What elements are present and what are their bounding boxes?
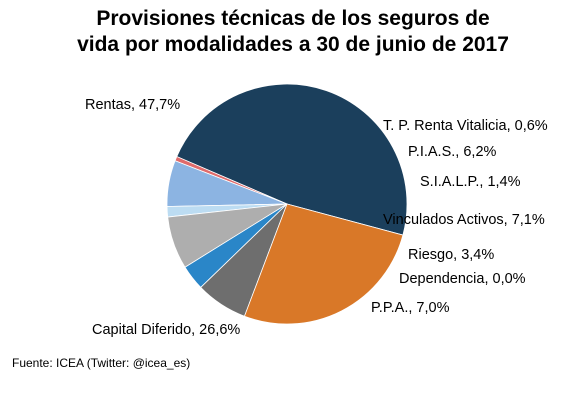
chart-title-line-2: vida por modalidades a 30 de junio de 20… (77, 33, 509, 56)
chart-title: Provisiones técnicas de los seguros de v… (0, 6, 586, 58)
data-label-vinculados-activos: Vinculados Activos, 7,1% (383, 212, 545, 228)
data-label-p-p-a: P.P.A., 7,0% (371, 300, 450, 316)
data-label-p-i-a-s: P.I.A.S., 6,2% (408, 144, 497, 160)
source-note: Fuente: ICEA (Twitter: @icea_es) (12, 356, 191, 370)
data-label-capital-diferido: Capital Diferido, 26,6% (92, 322, 240, 338)
data-label-rentas: Rentas, 47,7% (85, 97, 180, 113)
pie-slice-capital-diferido (243, 203, 404, 325)
pie-labels: Rentas, 47,7% T. P. Renta Vitalicia, 0,6%… (85, 97, 548, 338)
data-label-s-i-a-l-p: S.I.A.L.P., 1,4% (420, 174, 521, 190)
data-label-riesgo: Riesgo, 3,4% (408, 247, 494, 263)
chart-title-line-1: Provisiones técnicas de los seguros de (96, 7, 490, 30)
data-label-dependencia: Dependencia, 0,0% (399, 271, 526, 287)
data-label-t-p-renta-vitalicia: T. P. Renta Vitalicia, 0,6% (383, 118, 548, 134)
pie-slice-rentas (176, 83, 408, 236)
pie-slices (166, 83, 408, 325)
